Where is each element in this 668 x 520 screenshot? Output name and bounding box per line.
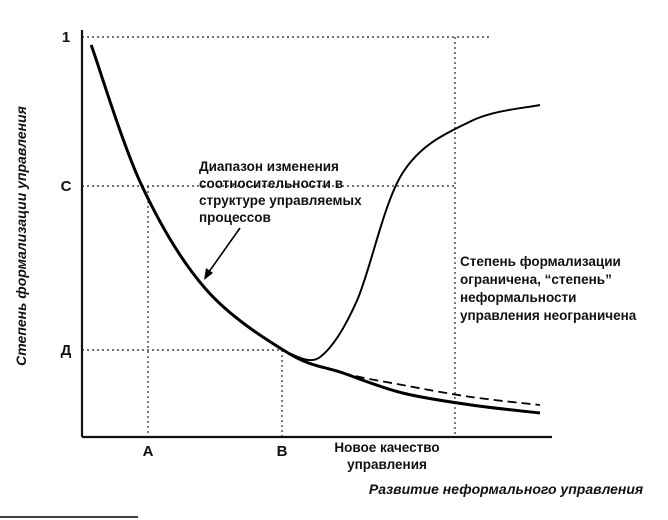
limit-annotation-line-4: управления неограничена xyxy=(460,308,637,323)
range-annotation-line-4: процессов xyxy=(199,210,271,225)
x-axis-title: Развитие неформального управления xyxy=(369,481,643,497)
x-tick-label-b: В xyxy=(277,443,288,460)
series-dashed-curve xyxy=(90,44,541,406)
y-tick-label-1: 1 xyxy=(62,29,70,46)
limit-annotation-line-1: Степень формализации xyxy=(460,254,621,269)
new-quality-line-2: управления xyxy=(347,457,427,472)
x-tick-label-a: А xyxy=(143,443,154,460)
range-annotation-line-2: соотносительности в xyxy=(199,176,343,191)
range-annotation-line-3: структуре управляемых xyxy=(199,193,362,208)
y-tick-label-d: Д xyxy=(61,342,72,359)
range-annotation-line-1: Диапазон изменения xyxy=(199,159,339,174)
limit-annotation-line-2: ограничена, “степень” xyxy=(460,272,612,287)
y-tick-label-c: С xyxy=(61,178,72,195)
limit-annotation-line-3: неформальности xyxy=(460,290,576,305)
series-thin-rising-curve xyxy=(287,104,541,362)
y-axis-title: Степень формализации управления xyxy=(13,106,29,366)
annotation-arrow xyxy=(205,227,241,277)
annotation-arrow-head xyxy=(204,268,213,280)
series-solid-thick-curve xyxy=(89,44,541,415)
new-quality-line-1: Новое качество xyxy=(334,440,439,455)
